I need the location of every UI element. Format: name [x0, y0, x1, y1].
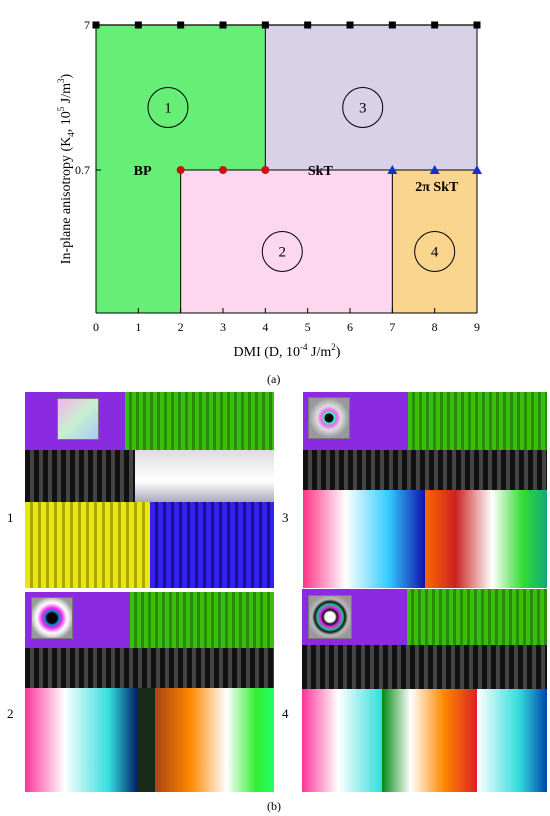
x-tick-label: 4	[262, 320, 268, 334]
x-tick-label: 0	[93, 320, 99, 334]
x-tick-label: 8	[432, 320, 438, 334]
region-label: SkT	[308, 164, 334, 179]
x-axis-title: DMI (D, 10-4 J/m2)	[234, 342, 341, 360]
phase-regions	[96, 25, 477, 313]
y-tick-label: 7	[84, 18, 90, 32]
y-tick-label: 0.7	[75, 163, 90, 177]
caption-b: (b)	[267, 799, 281, 813]
x-tick-label: 7	[389, 320, 395, 334]
circle-number: 2	[279, 245, 287, 261]
number-circle	[261, 231, 303, 272]
caption-a: (a)	[267, 372, 281, 386]
square-marker	[431, 21, 439, 29]
circle-number: 4	[431, 245, 439, 261]
square-marker	[473, 21, 481, 29]
square-marker	[346, 21, 354, 29]
region-2	[180, 170, 393, 313]
circle-number: 3	[359, 101, 367, 117]
triangle-marker	[387, 165, 398, 174]
triangle-marker	[429, 165, 440, 174]
region-labels: BP SkT 2π SkT	[134, 164, 459, 195]
data-markers	[92, 21, 482, 174]
region-3	[265, 25, 477, 170]
x-tick-label: 2	[178, 320, 184, 334]
spin-inset-icon	[31, 597, 73, 639]
phase-diagram-chart: 0 1 2 3 4 5 6 7 8 9 7 0.7 BP SkT 2π SkT 1 3 2 4 DMI (D,…	[56, 18, 482, 360]
square-marker	[388, 21, 396, 29]
spin-inset-icon	[57, 398, 99, 440]
x-tick-label: 6	[347, 320, 353, 334]
square-marker	[219, 21, 227, 29]
region-4	[392, 170, 477, 313]
region-label: 2π SkT	[415, 180, 459, 195]
square-marker	[304, 21, 312, 29]
circle-marker	[219, 166, 227, 174]
y-axis-title: In-plane anisotropy (K4, 105 J/m3)	[56, 73, 76, 264]
axes	[95, 25, 477, 314]
spin-inset-icon	[308, 397, 350, 439]
number-circle	[414, 231, 456, 272]
panel-number-4: 4	[282, 706, 289, 721]
x-tick-label: 9	[474, 320, 480, 334]
snapshot-panel-1	[25, 392, 274, 588]
snapshot-panel-4	[302, 589, 547, 792]
region-label: BP	[134, 164, 152, 179]
circle-number: 1	[164, 101, 172, 117]
circle-marker	[261, 166, 270, 174]
number-circle	[342, 87, 384, 128]
snapshot-panel-2	[25, 592, 274, 792]
region-BP-lower	[96, 170, 181, 313]
region-number-circles: 1 3 2 4	[147, 87, 456, 272]
spin-inset-icon	[308, 595, 352, 639]
square-marker	[261, 21, 269, 29]
number-circle	[147, 87, 189, 128]
snapshot-panel-3	[303, 392, 547, 588]
x-tick-label: 5	[305, 320, 311, 334]
square-marker	[92, 21, 100, 29]
region-1	[96, 25, 266, 170]
square-marker	[134, 21, 142, 29]
panel-number-1: 1	[7, 510, 14, 525]
x-tick-label: 3	[220, 320, 226, 334]
panel-number-3: 3	[282, 510, 289, 525]
triangle-marker	[472, 165, 482, 174]
x-tick-label: 1	[135, 320, 141, 334]
square-marker	[177, 21, 185, 29]
circle-marker	[176, 166, 185, 174]
x-ticks: 0 1 2 3 4 5 6 7 8 9	[93, 308, 480, 334]
panel-number-2: 2	[7, 706, 14, 721]
